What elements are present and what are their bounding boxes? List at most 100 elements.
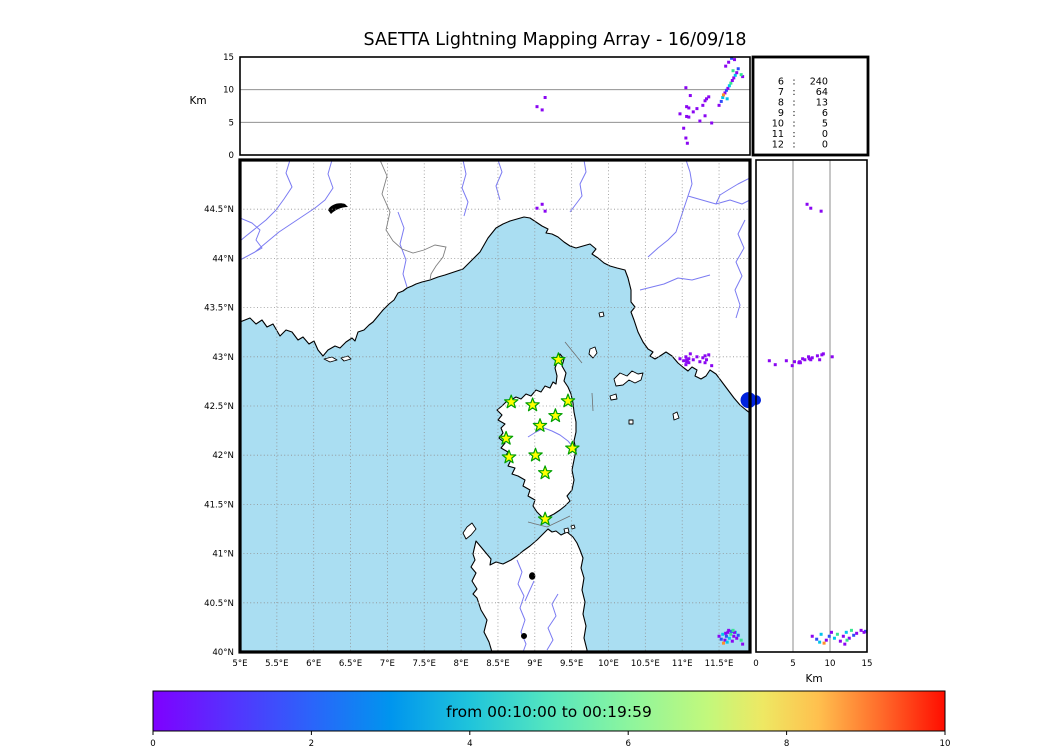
- lightning-point: [723, 91, 727, 95]
- lightning-point: [535, 206, 539, 210]
- station-star: [548, 408, 563, 423]
- station-star: [498, 430, 514, 445]
- latitude-tick-label: 44°N: [212, 254, 234, 264]
- lightning-point: [707, 95, 711, 99]
- lightning-point: [698, 360, 702, 364]
- lightning-point: [818, 640, 822, 644]
- lightning-point: [698, 119, 702, 123]
- lightning-point: [727, 84, 731, 88]
- lightning-point: [719, 637, 723, 641]
- altitude-tick-label: 15: [862, 659, 873, 669]
- lightning-point: [687, 361, 691, 365]
- latitude-tick-label: 43°N: [212, 353, 234, 363]
- lightning-point: [685, 359, 689, 363]
- lightning-point: [815, 354, 819, 358]
- lightning-point: [739, 73, 743, 77]
- lightning-point: [773, 363, 777, 367]
- lightning-point: [862, 630, 866, 634]
- maritime-boundary-lines: [527, 341, 594, 528]
- top-panel-gridlines: [240, 89, 750, 123]
- lightning-point: [703, 361, 707, 365]
- lightning-point: [707, 353, 711, 357]
- lightning-point: [703, 354, 707, 358]
- lightning-point: [724, 631, 728, 635]
- coastline-sardinia: [470, 528, 588, 652]
- lightning-point: [717, 103, 721, 107]
- lightning-point: [730, 639, 734, 643]
- lightning-point: [736, 67, 740, 71]
- lightning-point: [724, 88, 728, 92]
- rivers: [240, 160, 750, 652]
- lightning-point: [732, 76, 736, 80]
- lightning-point: [727, 628, 731, 632]
- longitude-tick-label: 11.5°E: [705, 659, 734, 669]
- island-capraia: [588, 346, 598, 359]
- stats-row-level: 9: [778, 108, 784, 119]
- lightning-point: [687, 115, 691, 119]
- longitude-tick-label: 8.5°E: [486, 659, 509, 669]
- right-panel-tick-labels: 0 5 10 15: [753, 659, 872, 669]
- lightning-point: [701, 356, 705, 360]
- stats-row-level: 11: [772, 129, 784, 140]
- lightning-point: [815, 637, 819, 641]
- lightning-point: [790, 364, 794, 368]
- latitude-tick-label: 41°N: [212, 550, 234, 560]
- lightning-point: [695, 355, 699, 359]
- stats-row-level: 12: [772, 140, 784, 151]
- lightning-point: [684, 136, 688, 140]
- lightning-point: [691, 358, 695, 362]
- lightning-point: [849, 628, 853, 632]
- station-star: [532, 418, 548, 432]
- longitude-tick-label: 7.5°E: [413, 659, 436, 669]
- lightning-point: [543, 209, 547, 213]
- lightning-point: [687, 106, 691, 110]
- colorbar-tick-label: 8: [784, 739, 789, 749]
- lightning-point: [741, 75, 745, 79]
- colorbar-tick-labels: 0 2 4 6 8 10: [150, 731, 950, 749]
- lightning-point: [721, 96, 725, 100]
- lightning-point: [540, 108, 544, 112]
- lightning-point: [684, 363, 688, 367]
- longitude-tick-label: 5°E: [232, 659, 247, 669]
- lightning-point: [685, 141, 689, 145]
- map-frame: [238, 158, 752, 654]
- lightning-point: [732, 634, 736, 638]
- island-montecristo: [628, 419, 634, 425]
- lightning-point: [721, 641, 725, 645]
- stats-row-separator: :: [792, 98, 795, 109]
- lightning-point: [710, 121, 714, 125]
- lightning-point: [721, 93, 725, 97]
- stats-row-count: 64: [816, 87, 828, 98]
- lightning-point: [835, 632, 839, 636]
- lightning-point: [832, 636, 836, 640]
- lightning-point: [841, 634, 845, 638]
- stats-row-count: 240: [810, 77, 828, 88]
- lightning-point: [703, 114, 707, 118]
- lightning-point: [792, 360, 796, 364]
- lightning-point: [798, 361, 802, 365]
- lightning-point: [684, 86, 688, 90]
- lightning-point: [535, 105, 539, 109]
- lightning-point: [727, 636, 731, 640]
- stats-row-count: 0: [822, 140, 828, 151]
- station-star: [551, 352, 566, 366]
- latitude-tick-label: 40.5°N: [204, 599, 234, 609]
- lightning-point: [705, 358, 709, 362]
- right-panel-background: [756, 160, 867, 652]
- lightning-point: [807, 355, 811, 359]
- longitude-tick-label: 6°E: [306, 659, 321, 669]
- lightning-point: [687, 357, 691, 361]
- right-panel-frame: [755, 159, 868, 653]
- lightning-point: [730, 57, 734, 60]
- country-border: [379, 160, 447, 281]
- longitude-tick-label: 9.5°E: [560, 659, 583, 669]
- stats-row-count: 13: [816, 98, 828, 109]
- lightning-point: [822, 641, 826, 645]
- longitude-tick-label: 5.5°E: [265, 659, 288, 669]
- station-star: [504, 394, 519, 409]
- longitude-tick-label: 8°E: [453, 659, 468, 669]
- stats-row-level: 8: [778, 98, 784, 109]
- lightning-point: [691, 110, 695, 114]
